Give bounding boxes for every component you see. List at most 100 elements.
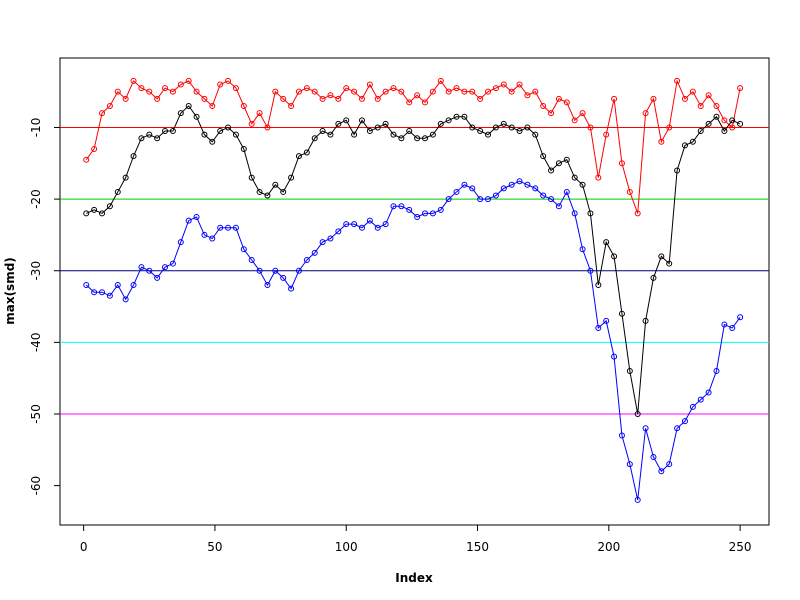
data-point <box>429 88 436 95</box>
data-point <box>303 149 310 156</box>
data-point <box>225 124 232 131</box>
data-point <box>563 156 570 163</box>
data-point <box>689 138 696 145</box>
data-point <box>492 85 499 92</box>
data-point <box>674 425 681 432</box>
data-point <box>256 188 263 195</box>
data-point <box>634 410 641 417</box>
data-point <box>138 264 145 271</box>
data-point <box>256 267 263 274</box>
data-point <box>453 188 460 195</box>
data-point <box>146 131 153 138</box>
data-point <box>272 267 279 274</box>
data-point <box>737 120 744 127</box>
data-point <box>240 145 247 152</box>
data-point <box>737 314 744 321</box>
data-point <box>681 418 688 425</box>
data-point <box>681 95 688 102</box>
data-point <box>398 135 405 142</box>
data-point <box>106 102 113 109</box>
data-point <box>492 124 499 131</box>
data-point <box>713 368 720 375</box>
data-point <box>422 135 429 142</box>
data-point <box>106 292 113 299</box>
data-point <box>524 124 531 131</box>
data-point <box>705 92 712 99</box>
data-point <box>154 274 161 281</box>
data-point <box>358 95 365 102</box>
data-point <box>508 124 515 131</box>
data-point <box>374 95 381 102</box>
data-point <box>177 81 184 88</box>
data-point <box>729 124 736 131</box>
data-point <box>351 221 358 228</box>
data-point <box>658 253 665 260</box>
data-point <box>201 131 208 138</box>
x-tick-label: 150 <box>466 540 489 554</box>
data-point <box>548 110 555 117</box>
data-point <box>272 181 279 188</box>
data-point <box>366 81 373 88</box>
data-point <box>327 92 334 99</box>
data-point <box>729 325 736 332</box>
data-point <box>99 210 106 217</box>
data-point <box>603 239 610 246</box>
data-point <box>626 188 633 195</box>
data-point <box>485 196 492 203</box>
data-point <box>626 368 633 375</box>
data-point <box>130 153 137 160</box>
data-point <box>225 224 232 231</box>
data-point <box>705 120 712 127</box>
data-point <box>681 142 688 149</box>
data-point <box>414 214 421 221</box>
data-point <box>295 153 302 160</box>
data-point <box>264 192 271 199</box>
data-point <box>453 85 460 92</box>
data-point <box>437 120 444 127</box>
data-point <box>193 88 200 95</box>
data-point <box>524 181 531 188</box>
data-point <box>406 128 413 135</box>
data-point <box>658 468 665 475</box>
data-point <box>193 214 200 221</box>
data-point <box>721 128 728 135</box>
data-point <box>280 274 287 281</box>
data-point <box>595 282 602 289</box>
data-point <box>138 85 145 92</box>
data-point <box>453 113 460 120</box>
data-point <box>658 138 665 145</box>
data-point <box>343 85 350 92</box>
data-point <box>579 246 586 253</box>
data-point <box>177 239 184 246</box>
data-point <box>398 203 405 210</box>
data-point <box>280 188 287 195</box>
data-point <box>295 267 302 274</box>
series-line <box>85 180 741 501</box>
data-point <box>288 285 295 292</box>
data-point <box>146 88 153 95</box>
data-point <box>390 131 397 138</box>
data-point <box>477 128 484 135</box>
data-point <box>422 210 429 217</box>
data-point <box>618 310 625 317</box>
data-point <box>319 95 326 102</box>
data-point <box>611 95 618 102</box>
data-point <box>414 92 421 99</box>
data-point <box>366 217 373 224</box>
data-point <box>193 113 200 120</box>
data-point <box>327 131 334 138</box>
data-point <box>540 102 547 109</box>
data-point <box>374 224 381 231</box>
data-point <box>264 282 271 289</box>
data-point <box>248 256 255 263</box>
data-point <box>461 113 468 120</box>
data-point <box>154 95 161 102</box>
data-point <box>587 210 594 217</box>
data-point <box>217 81 224 88</box>
data-point <box>485 131 492 138</box>
data-point <box>666 461 673 468</box>
data-point <box>91 206 98 213</box>
data-point <box>500 185 507 192</box>
data-point <box>508 181 515 188</box>
